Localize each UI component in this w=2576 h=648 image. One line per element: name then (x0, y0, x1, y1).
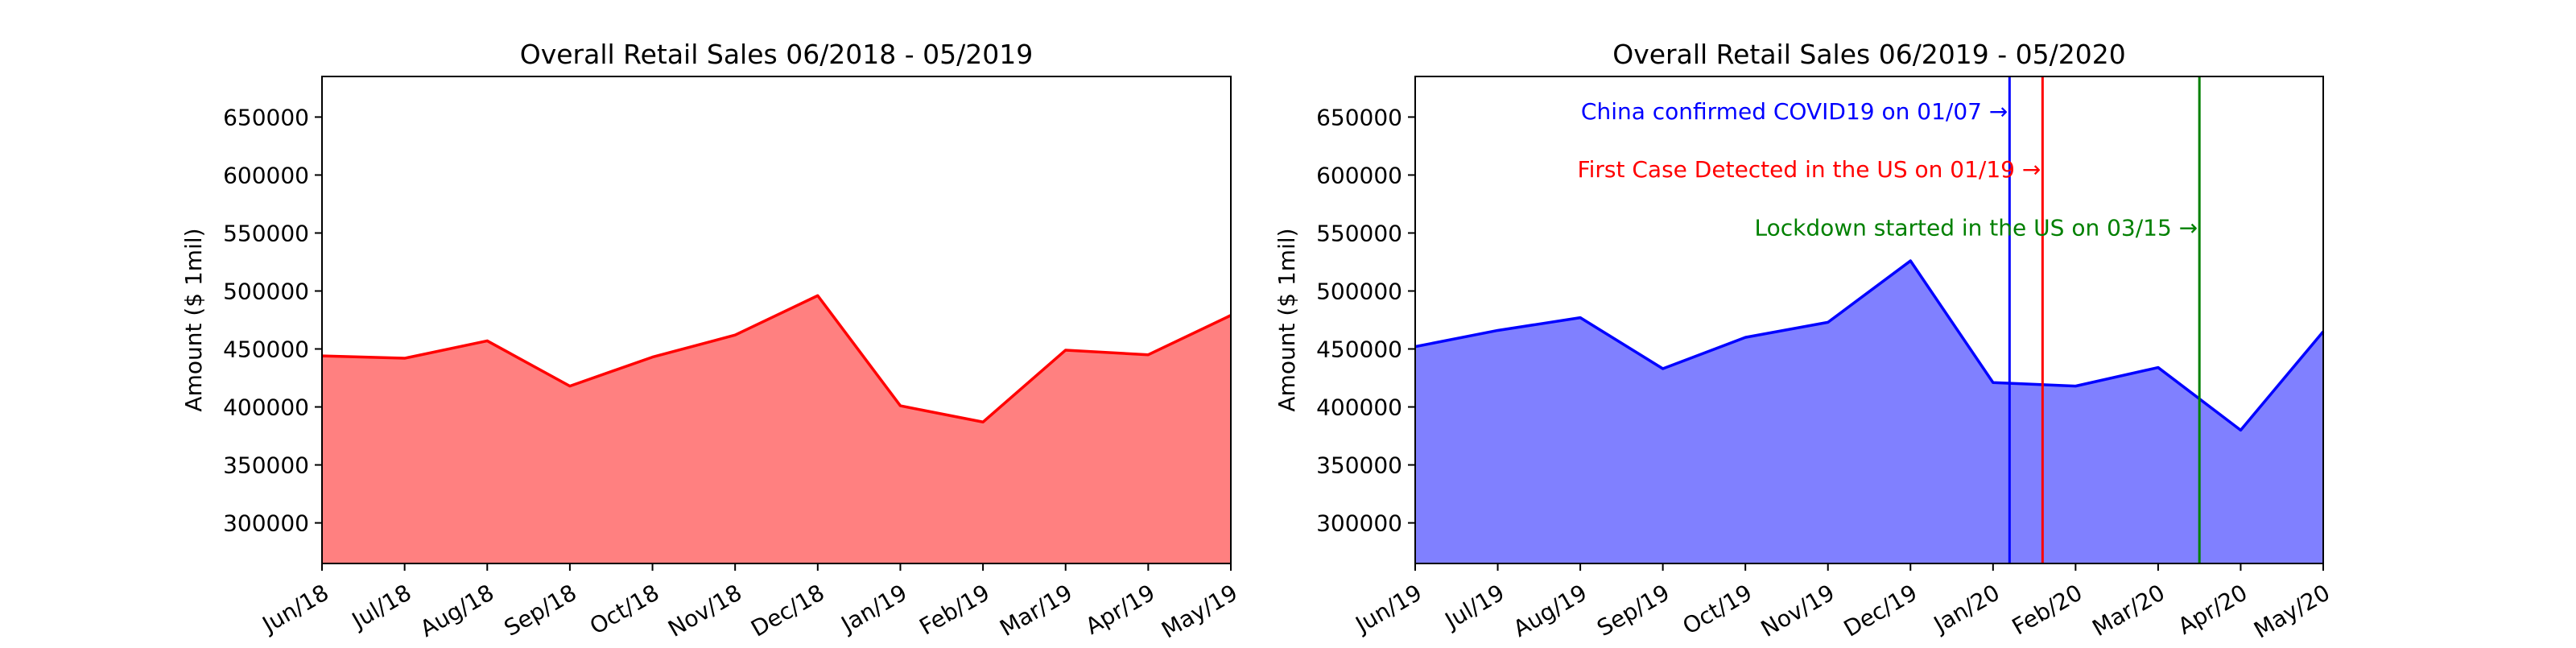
y-tick-label: 350000 (223, 452, 309, 479)
y-axis-label: Amount ($ 1mil) (1274, 228, 1300, 411)
y-tick-label: 450000 (223, 336, 309, 363)
annotation-1: China confirmed COVID19 on 01/07 → (1581, 98, 2008, 125)
annotation-3: Lockdown started in the US on 03/15 → (1754, 214, 2198, 241)
y-tick-label: 400000 (223, 394, 309, 421)
y-tick-label: 650000 (1316, 104, 1402, 130)
y-tick-label: 300000 (223, 510, 309, 537)
y-tick-label: 500000 (223, 278, 309, 304)
chart-title: Overall Retail Sales 06/2018 - 05/2019 (520, 39, 1034, 70)
y-tick-label: 350000 (1316, 452, 1402, 479)
y-tick-label: 600000 (1316, 162, 1402, 188)
y-axis-label: Amount ($ 1mil) (180, 228, 207, 411)
y-tick-label: 550000 (223, 220, 309, 246)
annotation-2: First Case Detected in the US on 01/19 → (1578, 156, 2041, 183)
y-tick-label: 550000 (1316, 220, 1402, 246)
y-tick-label: 450000 (1316, 336, 1402, 363)
y-tick-label: 650000 (223, 104, 309, 130)
chart-title: Overall Retail Sales 06/2019 - 05/2020 (1612, 39, 2126, 70)
y-tick-label: 300000 (1316, 510, 1402, 537)
y-tick-label: 400000 (1316, 394, 1402, 421)
y-tick-label: 500000 (1316, 278, 1402, 304)
y-tick-label: 600000 (223, 162, 309, 188)
